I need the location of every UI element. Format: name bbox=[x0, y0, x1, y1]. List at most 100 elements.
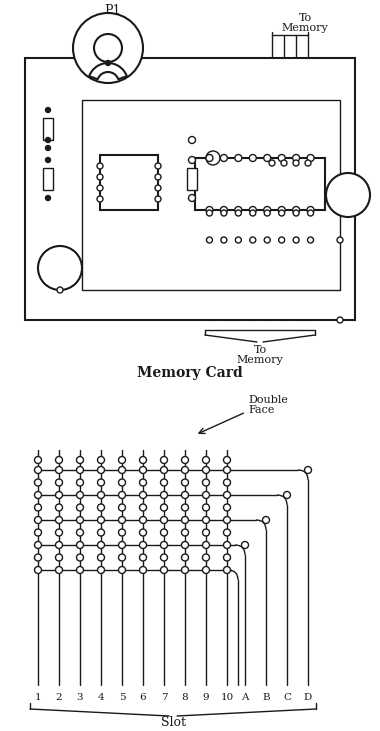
Circle shape bbox=[269, 160, 275, 166]
Circle shape bbox=[139, 517, 147, 523]
Text: 1: 1 bbox=[35, 693, 41, 702]
Circle shape bbox=[337, 237, 343, 243]
Circle shape bbox=[203, 517, 209, 523]
Circle shape bbox=[203, 466, 209, 474]
Circle shape bbox=[182, 542, 188, 548]
Circle shape bbox=[160, 542, 168, 548]
Circle shape bbox=[220, 206, 227, 213]
Circle shape bbox=[73, 13, 143, 83]
Circle shape bbox=[97, 174, 103, 180]
Circle shape bbox=[55, 479, 62, 486]
Circle shape bbox=[235, 237, 241, 243]
Circle shape bbox=[160, 504, 168, 511]
Circle shape bbox=[139, 529, 147, 536]
Circle shape bbox=[155, 185, 161, 191]
Circle shape bbox=[188, 156, 195, 164]
Text: B: B bbox=[262, 693, 270, 702]
Circle shape bbox=[206, 210, 212, 216]
Circle shape bbox=[305, 160, 311, 166]
Text: 10: 10 bbox=[220, 693, 234, 702]
Circle shape bbox=[46, 107, 51, 113]
Circle shape bbox=[307, 210, 314, 216]
Circle shape bbox=[97, 185, 103, 191]
Circle shape bbox=[94, 34, 122, 62]
Circle shape bbox=[223, 542, 231, 548]
Circle shape bbox=[119, 456, 125, 463]
Text: C2: C2 bbox=[340, 192, 356, 202]
Circle shape bbox=[119, 504, 125, 511]
Circle shape bbox=[221, 210, 227, 216]
Bar bbox=[187, 168, 197, 190]
Text: 8: 8 bbox=[182, 693, 188, 702]
Text: Double: Double bbox=[248, 395, 288, 405]
Circle shape bbox=[106, 61, 111, 66]
Circle shape bbox=[203, 504, 209, 511]
Circle shape bbox=[35, 517, 41, 523]
Circle shape bbox=[203, 456, 209, 463]
Circle shape bbox=[182, 554, 188, 561]
Circle shape bbox=[98, 542, 104, 548]
Circle shape bbox=[55, 554, 62, 561]
Circle shape bbox=[139, 456, 147, 463]
Text: To: To bbox=[253, 345, 266, 355]
Circle shape bbox=[203, 491, 209, 499]
Text: +: + bbox=[315, 176, 325, 189]
Circle shape bbox=[203, 479, 209, 486]
Circle shape bbox=[264, 210, 270, 216]
Circle shape bbox=[223, 529, 231, 536]
Bar bbox=[25, 58, 355, 320]
Circle shape bbox=[119, 554, 125, 561]
Circle shape bbox=[206, 206, 213, 213]
Circle shape bbox=[223, 554, 231, 561]
Circle shape bbox=[278, 154, 285, 162]
Circle shape bbox=[119, 491, 125, 499]
Circle shape bbox=[249, 154, 256, 162]
Circle shape bbox=[98, 554, 104, 561]
Circle shape bbox=[203, 554, 209, 561]
Text: Memory: Memory bbox=[282, 23, 328, 33]
Circle shape bbox=[283, 491, 290, 499]
Circle shape bbox=[182, 491, 188, 499]
Circle shape bbox=[279, 237, 285, 243]
Text: 5: 5 bbox=[119, 693, 125, 702]
Text: Memory Card: Memory Card bbox=[137, 366, 243, 380]
Circle shape bbox=[250, 237, 256, 243]
Circle shape bbox=[223, 491, 231, 499]
Circle shape bbox=[264, 154, 271, 162]
Circle shape bbox=[46, 157, 51, 162]
Circle shape bbox=[160, 517, 168, 523]
Circle shape bbox=[76, 567, 84, 574]
Circle shape bbox=[235, 206, 242, 213]
Circle shape bbox=[160, 567, 168, 574]
Circle shape bbox=[76, 542, 84, 548]
Circle shape bbox=[278, 206, 285, 213]
Circle shape bbox=[223, 567, 231, 574]
Circle shape bbox=[139, 554, 147, 561]
Circle shape bbox=[281, 160, 287, 166]
Circle shape bbox=[35, 554, 41, 561]
Circle shape bbox=[160, 529, 168, 536]
Circle shape bbox=[264, 237, 270, 243]
Circle shape bbox=[119, 529, 125, 536]
Circle shape bbox=[55, 456, 62, 463]
Text: P1: P1 bbox=[105, 4, 121, 17]
Circle shape bbox=[203, 529, 209, 536]
Text: R2: R2 bbox=[24, 174, 40, 184]
Circle shape bbox=[223, 479, 231, 486]
Circle shape bbox=[235, 210, 241, 216]
Text: Memory: Memory bbox=[237, 355, 283, 365]
Circle shape bbox=[279, 210, 285, 216]
Circle shape bbox=[160, 554, 168, 561]
Circle shape bbox=[139, 479, 147, 486]
Text: 7: 7 bbox=[161, 693, 167, 702]
Circle shape bbox=[119, 466, 125, 474]
Circle shape bbox=[98, 504, 104, 511]
Circle shape bbox=[98, 529, 104, 536]
Circle shape bbox=[55, 517, 62, 523]
Circle shape bbox=[55, 542, 62, 548]
Circle shape bbox=[263, 517, 269, 523]
Text: 9: 9 bbox=[203, 693, 209, 702]
Circle shape bbox=[139, 466, 147, 474]
Circle shape bbox=[119, 479, 125, 486]
Circle shape bbox=[155, 174, 161, 180]
